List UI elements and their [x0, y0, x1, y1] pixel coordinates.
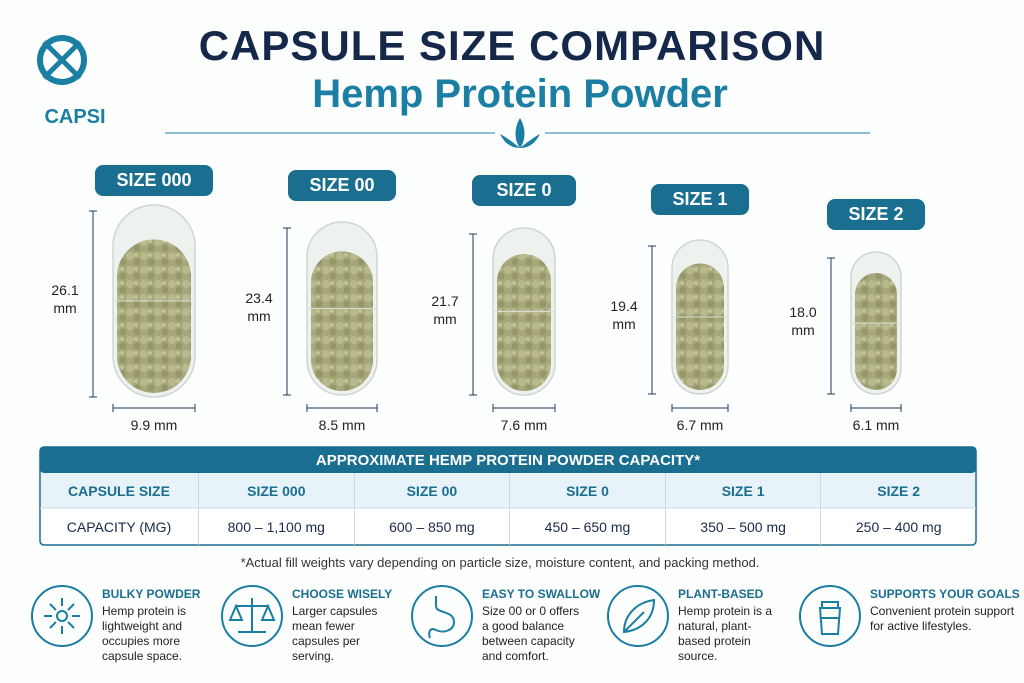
size-badge: SIZE 0: [472, 175, 576, 206]
length-label: 23.4 mm: [245, 289, 273, 324]
header-cell: SIZE 0: [509, 473, 665, 508]
capsule-powder: [676, 263, 724, 390]
capacity-cell: 800 – 1,100 mg: [198, 508, 354, 545]
size-badge: SIZE 00: [288, 170, 396, 201]
footnote: *Actual fill weights vary depending on p…: [240, 555, 760, 570]
header-cell: CAPSULE SIZE: [68, 482, 170, 499]
feature-title: BULKY POWDER: [102, 587, 201, 601]
capsule-powder: [117, 239, 191, 393]
feature-text: Convenient protein support for active li…: [870, 604, 1015, 633]
width-label: 6.7 mm: [676, 417, 724, 433]
feature-text: Size 00 or 0 offers a good balance betwe…: [482, 604, 580, 663]
leaf-icon: [500, 118, 540, 148]
capsule-powder: [311, 251, 373, 391]
length-label: 18.0 mm: [789, 304, 817, 338]
feature-title: EASY TO SWALLOW: [482, 587, 601, 601]
width-label: 7.6 mm: [500, 417, 548, 433]
header-cell: SIZE 2: [820, 473, 976, 508]
table-row-bg: [41, 473, 975, 508]
capacity-cell: 450 – 650 mg: [509, 508, 665, 545]
feature-title: CHOOSE WISELY: [292, 587, 393, 601]
feature-icons: [31, 585, 861, 647]
length-label: 21.7 mm: [431, 292, 459, 327]
logo-text: CAPSI: [44, 106, 106, 128]
header-cell: SIZE 00: [353, 473, 510, 508]
table-title: APPROXIMATE HEMP PROTEIN POWDER CAPACITY…: [315, 452, 701, 469]
logo-icon: [37, 35, 87, 85]
width-label: 9.9 mm: [130, 417, 178, 433]
size-badge: SIZE 2: [827, 199, 925, 230]
header-cell: SIZE 1: [664, 473, 821, 508]
length-label: 26.1 mm: [51, 282, 79, 316]
capacity-cell: 350 – 500 mg: [664, 508, 821, 545]
capacity-cell: CAPACITY (MG): [66, 518, 172, 535]
feature-title: PLANT-BASED: [678, 587, 764, 601]
capsule-powder: [497, 254, 551, 391]
feature-text: Larger capsules mean fewer capsules per …: [292, 604, 378, 663]
size-badge: SIZE 1: [651, 184, 749, 215]
title: CAPSULE SIZE COMPARISON: [198, 22, 826, 69]
subtitle: Hemp Protein Powder: [312, 72, 728, 116]
feature-text: Hemp protein is a natural, plant-based p…: [678, 604, 773, 663]
width-label: 8.5 mm: [318, 417, 366, 433]
feature-title: SUPPORTS YOUR GOALS: [870, 587, 1020, 601]
capacity-cell: 600 – 850 mg: [353, 508, 510, 545]
header-cell: SIZE 000: [198, 473, 354, 508]
capacity-cell: 250 – 400 mg: [820, 508, 976, 545]
length-label: 19.4 mm: [610, 298, 638, 332]
width-label: 6.1 mm: [852, 417, 900, 433]
size-badge: SIZE 000: [95, 165, 213, 196]
feature-text: Hemp protein is lightweight and occupies…: [102, 604, 187, 663]
capsule-powder: [855, 273, 897, 390]
table-head: [40, 447, 976, 473]
